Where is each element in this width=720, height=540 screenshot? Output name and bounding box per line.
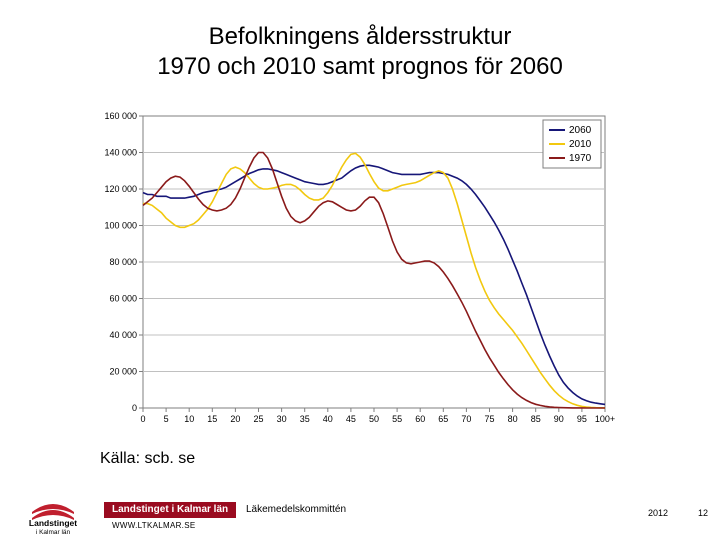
svg-text:85: 85 — [531, 414, 541, 424]
svg-text:20 000: 20 000 — [109, 367, 137, 377]
footer-page-number: 12 — [698, 508, 708, 518]
chart-svg: 0 20 000 40 000 60 000 80 000 100 000 120 000 1… — [95, 110, 615, 430]
svg-text:40: 40 — [323, 414, 333, 424]
svg-text:70: 70 — [461, 414, 471, 424]
svg-text:120 000: 120 000 — [104, 184, 137, 194]
svg-text:40 000: 40 000 — [109, 330, 137, 340]
footer-org-bar: Landstinget i Kalmar län — [104, 502, 236, 518]
footer-committee-bar: Läkemedelskommittén — [238, 502, 354, 518]
footer-url: WWW.LTKALMAR.SE — [112, 521, 195, 530]
svg-text:20: 20 — [230, 414, 240, 424]
svg-text:15: 15 — [207, 414, 217, 424]
svg-text:140 000: 140 000 — [104, 148, 137, 158]
svg-text:80 000: 80 000 — [109, 257, 137, 267]
footer-committee: Läkemedelskommittén — [246, 504, 346, 515]
svg-text:90: 90 — [554, 414, 564, 424]
source-label: Källa: scb. se — [100, 450, 195, 468]
slide-footer: Landstinget i Kalmar län Landstinget i K… — [0, 498, 720, 540]
svg-text:0: 0 — [140, 414, 145, 424]
landstinget-logo: Landstinget i Kalmar län — [12, 498, 94, 534]
legend-label: 1970 — [569, 153, 592, 164]
footer-org: Landstinget i Kalmar län — [112, 504, 228, 515]
svg-text:25: 25 — [253, 414, 263, 424]
svg-text:5: 5 — [164, 414, 169, 424]
svg-text:45: 45 — [346, 414, 356, 424]
svg-text:55: 55 — [392, 414, 402, 424]
title-line-2: 1970 och 2010 samt prognos för 2060 — [157, 53, 563, 80]
svg-text:160 000: 160 000 — [104, 111, 137, 121]
population-age-chart: 0 20 000 40 000 60 000 80 000 100 000 120 000 1… — [95, 110, 615, 430]
svg-text:95: 95 — [577, 414, 587, 424]
svg-text:65: 65 — [438, 414, 448, 424]
svg-text:100 000: 100 000 — [104, 221, 137, 231]
footer-year: 2012 — [648, 508, 668, 518]
svg-text:0: 0 — [132, 403, 137, 413]
logo-text-bottom: i Kalmar län — [36, 529, 71, 534]
svg-text:60: 60 — [415, 414, 425, 424]
logo-text-top: Landstinget — [29, 518, 77, 528]
svg-text:30: 30 — [277, 414, 287, 424]
page-title: Befolkningens åldersstruktur 1970 och 20… — [0, 22, 720, 82]
title-line-1: Befolkningens åldersstruktur — [209, 23, 512, 50]
svg-text:80: 80 — [508, 414, 518, 424]
svg-text:50: 50 — [369, 414, 379, 424]
legend-label: 2060 — [569, 125, 592, 136]
svg-text:10: 10 — [184, 414, 194, 424]
legend-label: 2010 — [569, 139, 592, 150]
svg-text:100+: 100+ — [595, 414, 615, 424]
svg-text:60 000: 60 000 — [109, 294, 137, 304]
svg-text:75: 75 — [484, 414, 494, 424]
svg-text:35: 35 — [300, 414, 310, 424]
